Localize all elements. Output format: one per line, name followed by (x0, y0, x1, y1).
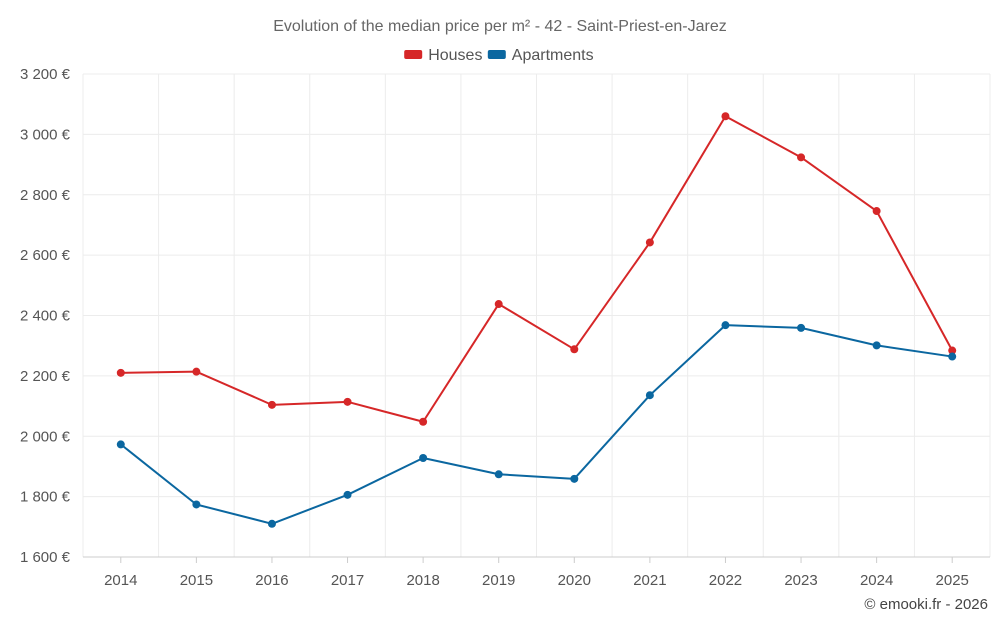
data-point-apartments[interactable] (267, 519, 276, 528)
y-tick-label: 3 000 € (20, 126, 71, 143)
chart-title: Evolution of the median price per m² - 4… (273, 18, 727, 35)
x-tick-label: 2024 (860, 572, 893, 589)
data-point-houses[interactable] (419, 417, 428, 426)
y-axis-ticks: 1 600 € 1 800 € 2 000 € 2 200 € 2 400 € 2 600… (20, 66, 71, 566)
series-line-apartments (120, 324, 953, 525)
data-point-houses[interactable] (494, 300, 503, 309)
data-point-houses[interactable] (797, 153, 806, 162)
y-tick-label: 2 600 € (20, 247, 71, 264)
data-point-apartments[interactable] (797, 323, 806, 332)
x-tick-label: 2018 (406, 572, 439, 589)
data-point-houses[interactable] (192, 367, 201, 376)
data-point-apartments[interactable] (948, 352, 957, 361)
x-tick-label: 2019 (482, 572, 515, 589)
series-apartments (116, 321, 957, 528)
legend-label: Houses (428, 47, 482, 64)
series-layer (116, 112, 957, 528)
data-point-apartments[interactable] (645, 391, 654, 400)
data-point-apartments[interactable] (419, 453, 428, 462)
x-axis-ticks: 2014 2015 2016 2017 2018 2019 2020 2021 2022 2023… (104, 557, 969, 589)
data-point-apartments[interactable] (872, 341, 881, 350)
data-point-apartments[interactable] (192, 500, 201, 509)
legend-item-apartments[interactable]: Apartments (487, 47, 594, 64)
x-tick-label: 2015 (180, 572, 213, 589)
horizontal-gridlines (83, 73, 990, 558)
data-point-houses[interactable] (343, 397, 352, 406)
x-tick-label: 2023 (784, 572, 817, 589)
x-tick-label: 2014 (104, 572, 137, 589)
x-tick-label: 2017 (331, 572, 364, 589)
series-line-houses (120, 115, 954, 423)
y-tick-label: 3 200 € (20, 66, 71, 83)
x-tick-label: 2016 (255, 572, 288, 589)
y-tick-label: 2 200 € (20, 368, 71, 385)
credit-text: © emooki.fr - 2026 (864, 596, 988, 613)
data-point-houses[interactable] (645, 238, 654, 247)
data-point-apartments[interactable] (343, 490, 352, 499)
x-tick-label: 2021 (633, 572, 666, 589)
legend-label: Apartments (512, 47, 594, 64)
data-point-apartments[interactable] (721, 321, 730, 330)
y-tick-label: 1 800 € (20, 489, 71, 506)
x-tick-label: 2025 (936, 572, 969, 589)
legend-swatch (404, 50, 423, 59)
data-point-houses[interactable] (570, 345, 579, 354)
x-tick-label: 2020 (558, 572, 591, 589)
x-tick-label: 2022 (709, 572, 742, 589)
legend-item-houses[interactable]: Houses (404, 47, 482, 64)
legend-swatch (487, 50, 506, 59)
y-tick-label: 1 600 € (20, 549, 71, 566)
legend: Houses Apartments (404, 47, 594, 64)
y-tick-label: 2 800 € (20, 187, 71, 204)
y-tick-label: 2 400 € (20, 308, 71, 325)
data-point-houses[interactable] (721, 112, 730, 121)
data-point-apartments[interactable] (494, 470, 503, 479)
data-point-apartments[interactable] (570, 474, 579, 483)
data-point-houses[interactable] (267, 400, 276, 409)
data-point-houses[interactable] (116, 368, 125, 377)
y-tick-label: 2 000 € (20, 428, 71, 445)
series-houses (116, 112, 957, 426)
data-point-houses[interactable] (948, 346, 957, 355)
data-point-houses[interactable] (872, 207, 881, 216)
data-point-apartments[interactable] (116, 440, 125, 449)
